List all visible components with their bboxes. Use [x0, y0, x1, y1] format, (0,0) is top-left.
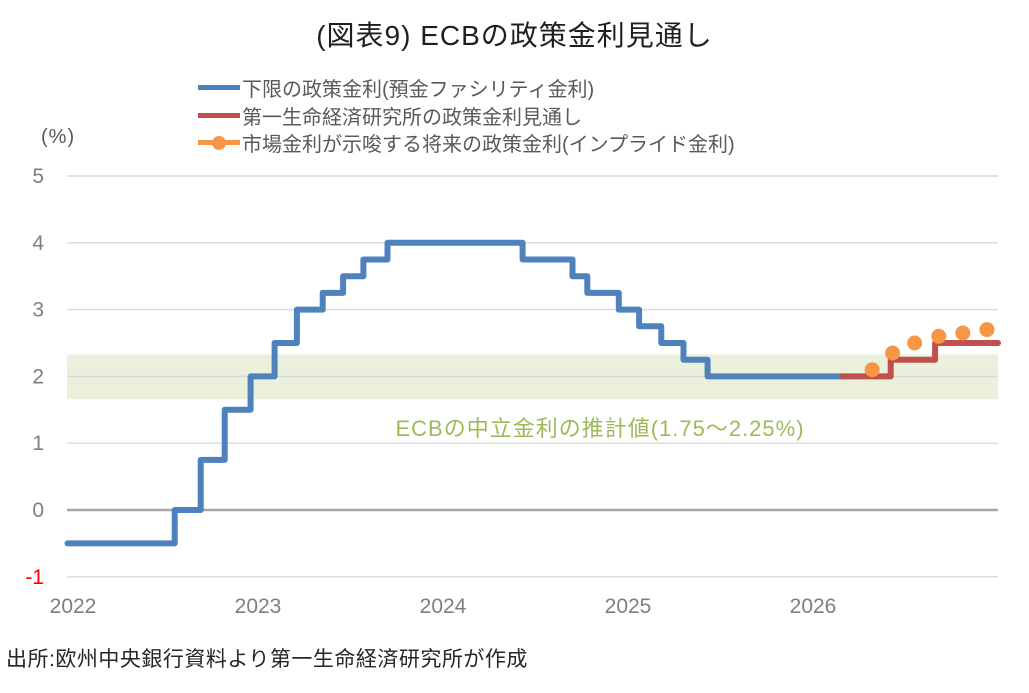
deposit-facility-rate-line [64, 239, 848, 547]
legend-dot-icon [212, 135, 226, 150]
source-note: 出所:欧州中央銀行資料より第一生命経済研究所が作成 [6, 648, 528, 671]
implied-rate-dot [864, 362, 880, 378]
legend-label: 市場金利が示唆する将来の政策金利(インプライド金利) [242, 134, 735, 157]
implied-rate-dot [885, 345, 901, 361]
legend-item-deposit-rate: 下限の政策金利(預金ファシリティ金利) [198, 74, 735, 102]
chart-title: (図表9) ECBの政策金利見通し [316, 20, 713, 51]
x-tick-label: 2026 [790, 595, 837, 618]
y-tick-label: 0 [32, 499, 44, 522]
implied-rate-dot [931, 328, 947, 344]
implied-rate-dot [955, 325, 971, 341]
legend-line-dot-swatch-orange [198, 135, 240, 150]
y-tick-label: -1 [25, 566, 44, 589]
y-axis-unit-label: (%) [41, 126, 76, 148]
implied-rate-dot [979, 322, 995, 338]
legend-label: 下限の政策金利(預金ファシリティ金利) [242, 79, 595, 102]
y-tick-label: 1 [32, 432, 44, 455]
y-tick-label: 3 [32, 299, 44, 322]
forecast-rate-line [839, 340, 1001, 380]
x-tick-label: 2025 [605, 595, 652, 618]
x-tick-label: 2022 [50, 595, 97, 618]
legend-item-forecast: 第一生命経済研究所の政策金利見通し [198, 102, 735, 130]
legend-line-swatch-blue [198, 85, 240, 91]
y-tick-label: 2 [32, 365, 44, 388]
implied-rate-dot [907, 335, 923, 351]
y-tick-label: 4 [32, 232, 44, 255]
y-tick-label: 5 [32, 165, 44, 188]
legend-line-swatch-red [198, 112, 240, 118]
x-tick-label: 2023 [235, 595, 282, 618]
legend-item-implied-rate: 市場金利が示唆する将来の政策金利(インプライド金利) [198, 129, 735, 157]
neutral-rate-band-label: ECBの中立金利の推計値(1.75〜2.25%) [395, 416, 805, 441]
x-tick-label: 2024 [420, 595, 467, 618]
legend-label: 第一生命経済研究所の政策金利見通し [242, 106, 582, 129]
legend: 下限の政策金利(預金ファシリティ金利) 第一生命経済研究所の政策金利見通し 市場… [198, 74, 735, 157]
